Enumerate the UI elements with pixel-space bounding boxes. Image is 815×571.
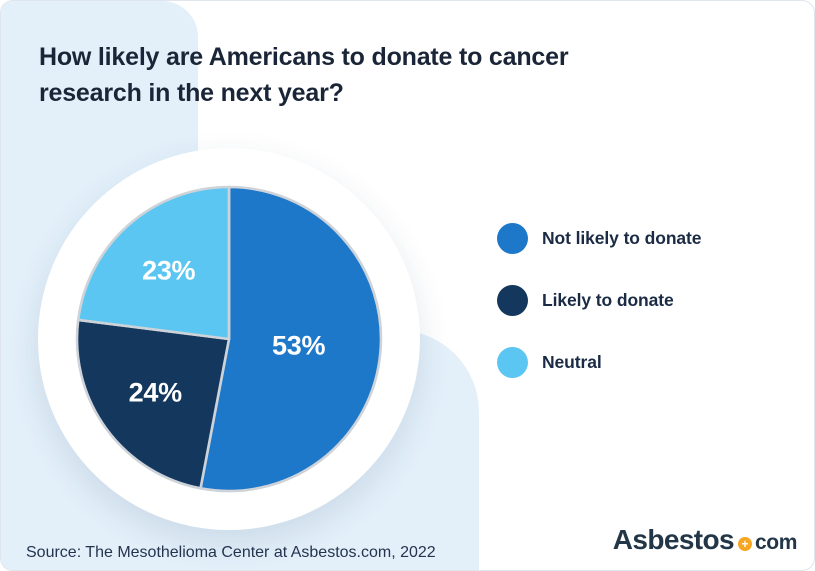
pie-slice-1	[199, 185, 383, 493]
legend-item: Neutral	[497, 347, 701, 378]
pie-slice-3	[76, 185, 231, 341]
page-title-line1: How likely are Americans to donate to ca…	[39, 43, 569, 71]
pie-slice-value: 23%	[142, 255, 196, 286]
legend-item: Not likely to donate	[497, 223, 702, 254]
page-title-line2: research in the next year?	[39, 79, 344, 107]
pie-chart: 53% 24% 23%	[74, 184, 384, 494]
legend-item: Likely to donate	[497, 285, 701, 316]
legend-label: Not likely to donate	[542, 228, 702, 248]
legend-swatch-icon	[497, 285, 528, 316]
brand-logo: Asbestos + com	[612, 524, 798, 555]
legend-label: Likely to donate	[542, 290, 674, 310]
pie-slice-2	[75, 318, 231, 490]
plus-badge-icon: +	[738, 537, 753, 551]
legend-label: Neutral	[542, 352, 602, 372]
chart-legend: Not likely to donate Likely to donate Ne…	[497, 223, 702, 409]
legend-swatch-icon	[497, 347, 528, 378]
pie-slice-value: 24%	[128, 377, 182, 408]
legend-swatch-icon	[497, 223, 528, 254]
page-title: How likely are Americans to donate to ca…	[39, 39, 679, 111]
pie-chart-svg	[75, 185, 383, 493]
source-note: Source: The Mesothelioma Center at Asbes…	[26, 544, 436, 561]
brand-logo-text: Asbestos	[612, 524, 735, 555]
brand-logo-suffix: com	[755, 531, 797, 554]
pie-slice-value: 53%	[272, 330, 326, 361]
